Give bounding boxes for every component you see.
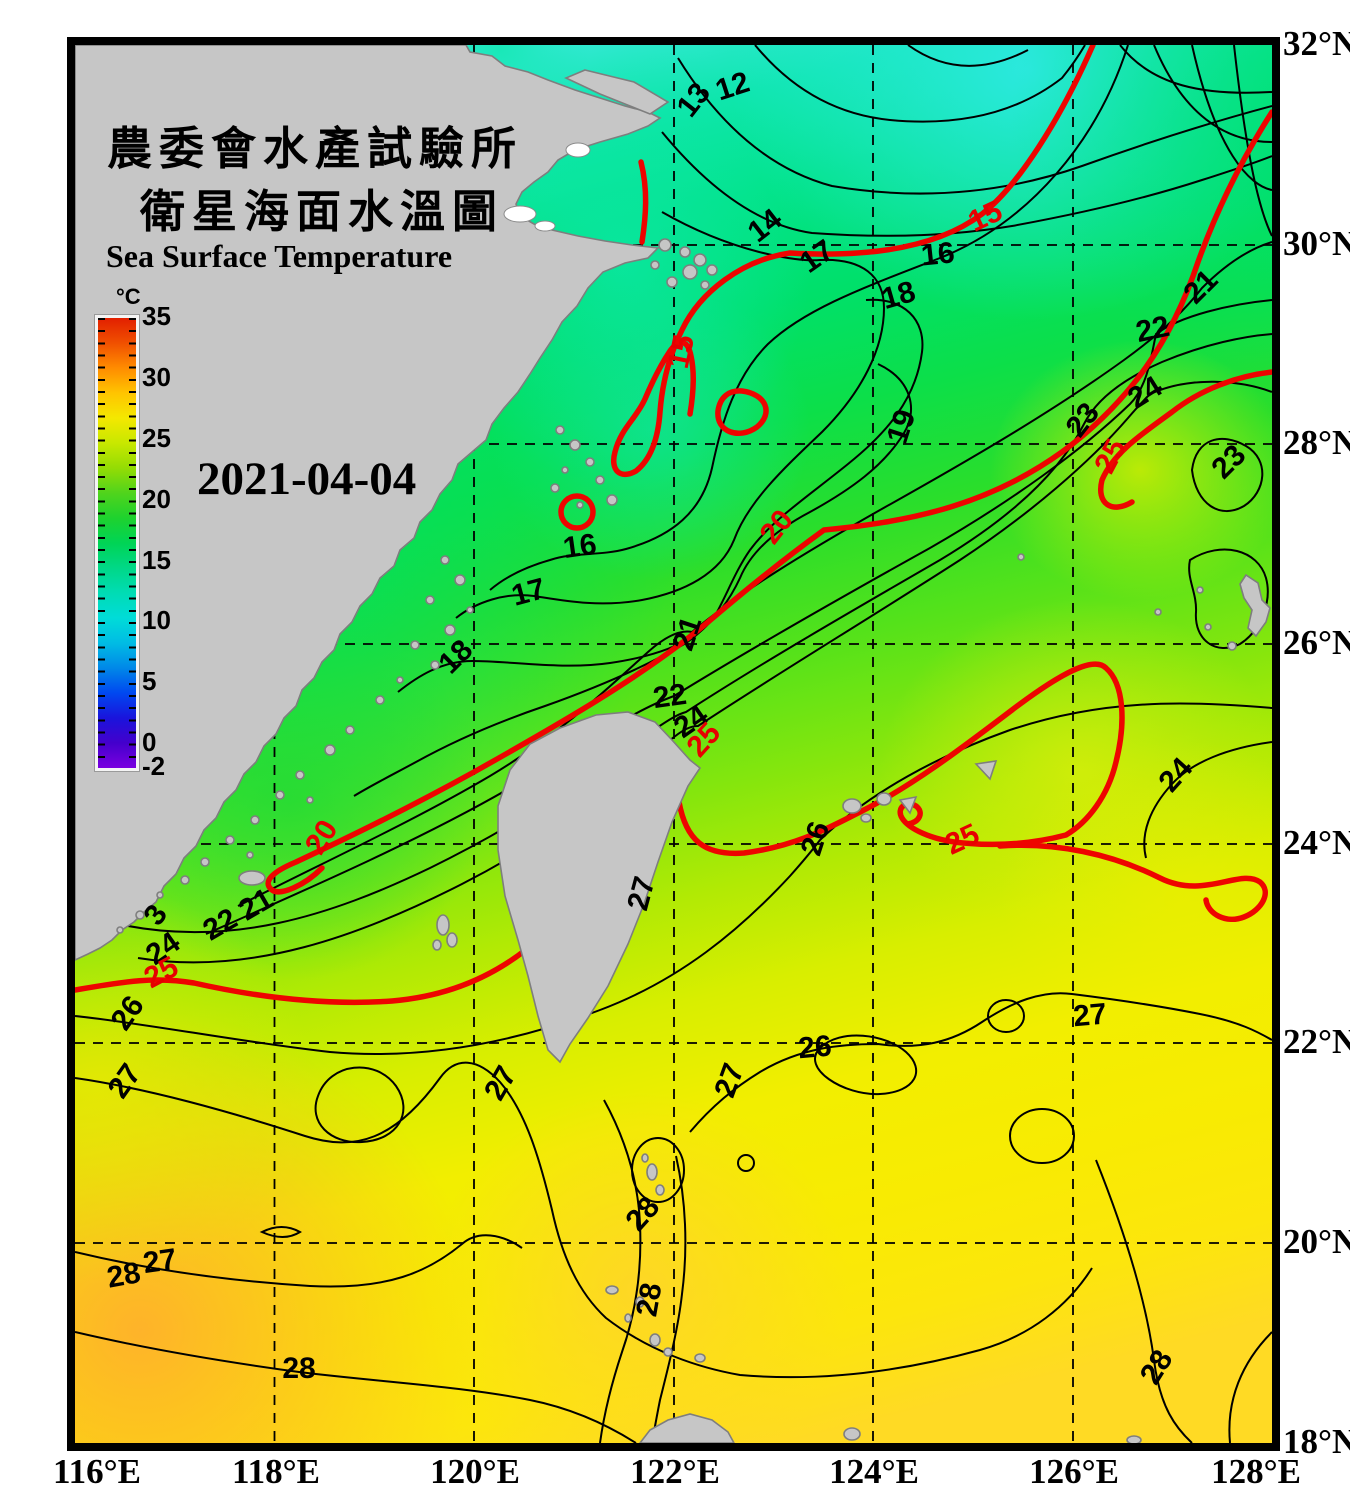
title-chinese-line1: 農委會水產試驗所 <box>107 124 524 174</box>
contour-label: 28 <box>282 1352 315 1385</box>
lon-tick-label: 128°E <box>1211 1452 1301 1491</box>
colorbar-tick-label: 20 <box>142 484 171 514</box>
lon-tick-label: 124°E <box>829 1452 919 1491</box>
colorbar-ticks-left <box>98 318 105 768</box>
island-okinawa <box>1239 573 1271 638</box>
lon-tick-label: 126°E <box>1029 1452 1119 1491</box>
lat-tick-label: 18°N <box>1283 1422 1350 1461</box>
contour-label: 22 <box>1133 310 1173 349</box>
landmass-china <box>75 45 670 961</box>
lat-tick-label: 22°N <box>1283 1022 1350 1061</box>
colorbar-ticks-right <box>129 318 136 768</box>
colorbar-tick-label: 25 <box>142 423 171 453</box>
colorbar-tick-label: 0 <box>142 727 157 757</box>
lat-tick-label: 32°N <box>1283 24 1350 63</box>
island-chongming <box>564 69 670 115</box>
colorbar-tick-label: -2 <box>142 751 166 781</box>
colorbar-unit-label: °C <box>116 284 141 309</box>
island-luzon <box>638 1413 735 1443</box>
contour-label: 28 <box>104 1256 143 1294</box>
contour-lines-red <box>75 45 1272 1006</box>
contour-label: 16 <box>561 528 599 565</box>
islands <box>116 238 1271 1443</box>
title-english: Sea Surface Temperature <box>106 238 453 274</box>
landmass-taiwan <box>497 711 702 1064</box>
lon-tick-label: 122°E <box>630 1452 720 1491</box>
contour-label: 26 <box>797 1030 833 1066</box>
colorbar-tick-label: 5 <box>142 666 157 696</box>
lon-tick-label: 118°E <box>232 1452 320 1491</box>
contour-label: 15 <box>662 332 701 372</box>
contour-label: 28 <box>630 1280 668 1319</box>
title-chinese-line2: 衛星海面水溫圖 <box>140 187 505 237</box>
lat-tick-label: 20°N <box>1283 1222 1350 1261</box>
lat-tick-label: 24°N <box>1283 823 1350 862</box>
lat-tick-label: 30°N <box>1283 224 1350 263</box>
lat-tick-label: 28°N <box>1283 423 1350 462</box>
island-penghu <box>436 914 450 936</box>
lat-tick-label: 26°N <box>1283 623 1350 662</box>
colorbar-tick-label: 35 <box>142 301 171 331</box>
graticule <box>75 45 1272 1443</box>
contour-label: 22 <box>651 678 689 715</box>
colorbar-tick-label: 30 <box>142 362 171 392</box>
date-label: 2021-04-04 <box>197 453 417 505</box>
contour-label: 27 <box>141 1243 179 1280</box>
lon-tick-label: 120°E <box>430 1452 520 1491</box>
contour-label: 27 <box>1072 998 1108 1034</box>
colorbar <box>95 315 139 771</box>
colorbar-tick-label: 10 <box>142 605 171 635</box>
map-frame <box>67 37 1280 1451</box>
contour-lines-black <box>75 45 1272 1443</box>
colorbar-tick-label: 15 <box>142 545 171 575</box>
contour-label: 16 <box>920 236 957 272</box>
lon-tick-label: 116°E <box>53 1452 141 1491</box>
lakes <box>503 142 591 232</box>
